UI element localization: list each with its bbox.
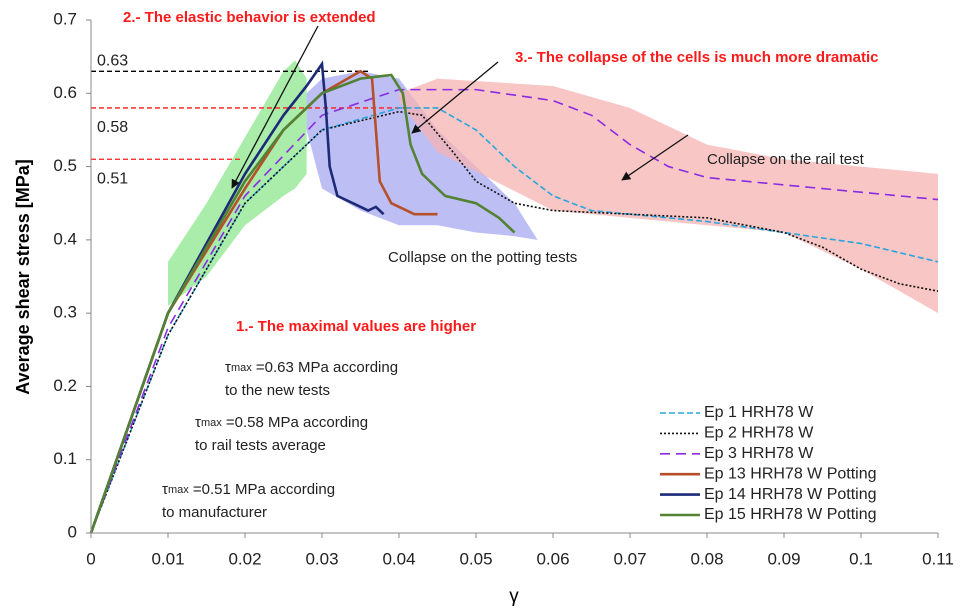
annotation-part: τ	[195, 414, 201, 431]
annotation: to the new tests	[225, 382, 330, 399]
annotation: Collapse on the potting tests	[388, 249, 577, 266]
annotation: τmax =0.63 MPa according	[225, 359, 398, 376]
y-tick-label: 0.6	[53, 83, 77, 102]
reference-label: 0.63	[97, 53, 128, 70]
y-tick-label: 0.3	[53, 303, 77, 322]
legend-label: Ep 1 HRH78 W	[704, 404, 814, 421]
legend-label: Ep 14 HRH78 W Potting	[704, 486, 877, 503]
series-line	[89, 69, 438, 534]
annotation-part: =0.51 MPa according	[189, 481, 335, 498]
legend-label: Ep 3 HRH78 W	[704, 445, 814, 462]
arrow	[621, 134, 689, 181]
x-tick-label: 0.05	[459, 549, 492, 568]
y-tick-label: 0.2	[53, 376, 77, 395]
legend-label: Ep 2 HRH78 W	[704, 425, 814, 442]
annotation: 2.- The elastic behavior is extended	[123, 9, 376, 26]
range-band	[306, 71, 538, 240]
annotation: 1.- The maximal values are higher	[236, 318, 476, 335]
x-tick-label: 0.07	[613, 549, 646, 568]
x-tick-label: 0	[86, 549, 95, 568]
legend-label: Ep 13 HRH78 W Potting	[704, 465, 877, 482]
annotation-part: max	[168, 484, 189, 496]
y-tick-label: 0	[68, 522, 77, 541]
reference-label: 0.58	[97, 119, 128, 136]
annotation-part: max	[201, 417, 222, 429]
legend-label: Ep 15 HRH78 W Potting	[704, 506, 877, 523]
y-tick-label: 0.4	[53, 229, 77, 248]
range-band	[168, 60, 307, 306]
range-band	[399, 78, 938, 314]
reference-label: 0.51	[97, 170, 128, 187]
x-tick-label: 0.09	[767, 549, 800, 568]
annotation-part: τ	[225, 359, 231, 376]
series-line	[90, 110, 939, 534]
y-axis-title: Average shear stress [MPa]	[13, 159, 33, 394]
annotation-part: τ	[162, 481, 168, 498]
y-tick-label: 0.5	[53, 156, 77, 175]
x-tick-label: 0.01	[151, 549, 184, 568]
y-tick-label: 0.7	[53, 9, 77, 28]
x-tick-label: 0.08	[690, 549, 723, 568]
x-tick-label: 0.11	[922, 549, 954, 568]
x-tick-label: 0.04	[382, 549, 415, 568]
x-axis-title: γ	[509, 586, 519, 607]
annotation-part: max	[231, 362, 252, 374]
annotation: τmax =0.51 MPa according	[162, 481, 335, 498]
x-tick-label: 0.03	[305, 549, 338, 568]
annotation: τmax =0.58 MPa according	[195, 414, 368, 431]
annotation: to rail tests average	[195, 437, 326, 454]
arrow	[411, 61, 499, 134]
series-line	[90, 88, 939, 534]
annotation: to manufacturer	[162, 504, 267, 521]
arrow	[231, 25, 319, 189]
y-tick-label: 0.1	[53, 449, 77, 468]
x-tick-label: 0.06	[536, 549, 569, 568]
annotation: Collapse on the rail test	[707, 151, 865, 168]
annotation: 3.- The collapse of the cells is much mo…	[515, 49, 878, 66]
series-line	[89, 60, 385, 534]
annotation-part: =0.58 MPa according	[222, 414, 368, 431]
x-tick-label: 0.1	[849, 549, 873, 568]
series-line	[89, 73, 516, 534]
annotation-part: =0.63 MPa according	[252, 359, 398, 376]
x-tick-label: 0.02	[228, 549, 261, 568]
